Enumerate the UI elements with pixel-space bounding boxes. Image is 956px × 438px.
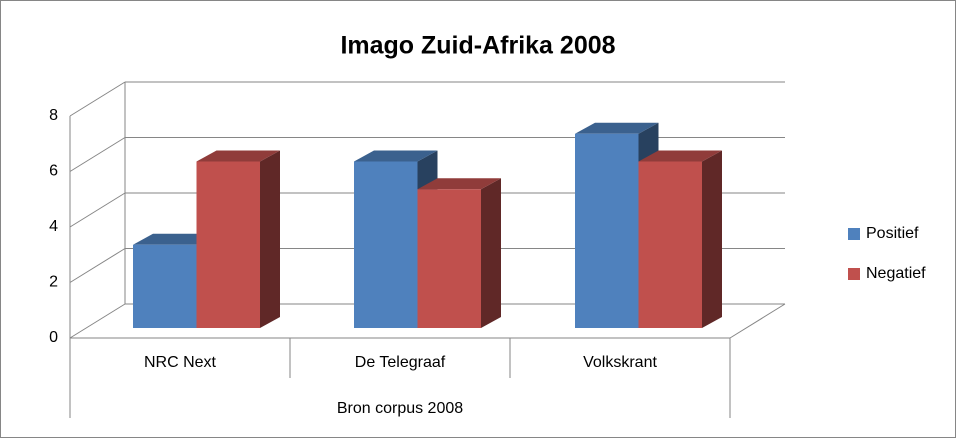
bar-top	[417, 178, 501, 190]
y-tick-label: 0	[49, 329, 58, 346]
floor-edge	[729, 303, 786, 339]
bar-top	[575, 122, 659, 134]
legend-label: Negatief	[866, 265, 926, 282]
bar	[638, 161, 702, 328]
x-tick-label: NRC Next	[144, 354, 217, 371]
bar	[417, 189, 481, 328]
bar-side	[481, 178, 501, 328]
grid-line	[69, 137, 126, 172]
bar	[196, 161, 260, 328]
grid-line	[69, 81, 126, 117]
bar-side	[702, 150, 722, 328]
bar-top	[133, 233, 217, 245]
grid-line	[69, 248, 126, 283]
chart-title: Imago Zuid-Afrika 2008	[340, 32, 615, 60]
grid-line	[69, 303, 126, 339]
x-axis-label: Bron corpus 2008	[337, 400, 463, 417]
bar	[575, 133, 639, 328]
y-tick-label: 2	[49, 274, 58, 291]
bar	[133, 244, 197, 328]
bar-side	[260, 150, 280, 328]
bar-top	[196, 150, 280, 162]
legend-swatch	[848, 268, 860, 280]
bar-top	[638, 150, 722, 162]
y-tick-label: 6	[49, 163, 58, 180]
y-tick-label: 4	[49, 218, 58, 235]
bar-top	[354, 150, 438, 162]
y-tick-label: 8	[49, 107, 58, 124]
grid-line	[69, 192, 126, 228]
x-tick-label: De Telegraaf	[355, 354, 446, 371]
legend-label: Positief	[866, 225, 919, 242]
legend-swatch	[848, 228, 860, 240]
x-tick-label: Volkskrant	[583, 354, 657, 371]
bar	[354, 161, 418, 328]
